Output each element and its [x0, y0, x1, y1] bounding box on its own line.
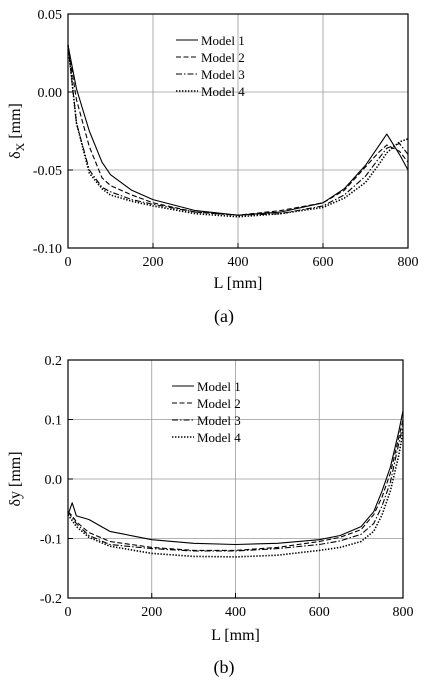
x-tick-label: 800	[398, 255, 419, 270]
series-line-model-2	[67, 419, 404, 551]
plot-frame	[67, 13, 409, 249]
series-line-model-3	[67, 45, 409, 216]
y-tick-label: -0.10	[33, 242, 62, 257]
series-line-model-3	[67, 425, 404, 552]
y-tick-label: -0.2	[40, 592, 62, 607]
y-tick-label: 0.00	[38, 86, 63, 101]
x-axis-label: L [mm]	[214, 275, 263, 292]
x-axis-label: L [mm]	[211, 627, 260, 644]
legend-label-model-3: Model 3	[197, 413, 241, 428]
legend-label-model-4: Model 4	[197, 430, 241, 445]
y-axis-label-symbol: δ	[7, 151, 24, 159]
y-axis-label-unit: [mm]	[7, 451, 24, 487]
y-axis-label: δX [mm]	[7, 103, 27, 159]
legend-label-model-1: Model 1	[197, 379, 241, 394]
chart-panel-b: 0 200 400 600 800 -0.2 -0.1 0.0 0.1 0.2 Model 1 Mod…	[7, 354, 414, 678]
x-tick-label: 600	[313, 255, 334, 270]
x-tick-label: 400	[225, 605, 246, 620]
legend-label-model-2: Model 2	[197, 396, 241, 411]
y-axis-label-subscript: X	[13, 142, 27, 151]
x-tick-label: 800	[393, 605, 414, 620]
y-tick-label: -0.05	[33, 164, 62, 179]
y-tick-label: 0.1	[45, 414, 63, 429]
x-tick-label: 400	[228, 255, 249, 270]
x-tick-label: 600	[309, 605, 330, 620]
x-tick-label: 200	[143, 255, 164, 270]
x-tick-label: 0	[65, 605, 72, 620]
legend-label-model-1: Model 1	[201, 33, 245, 48]
x-tick-label: 0	[65, 255, 72, 270]
plot-frame	[67, 359, 404, 599]
legend-label-model-4: Model 4	[201, 84, 245, 99]
y-axis-label: δy [mm]	[7, 451, 24, 506]
panel-label: (b)	[214, 657, 235, 678]
legend-label-model-2: Model 2	[201, 50, 245, 65]
y-axis-label-unit: [mm]	[7, 103, 24, 139]
series-line-model-1	[67, 410, 404, 546]
y-tick-label: 0.2	[45, 354, 63, 369]
y-axis-label-symbol: δy	[7, 491, 24, 507]
panel-label: (a)	[214, 306, 234, 327]
x-tick-label: 200	[141, 605, 162, 620]
y-tick-label: -0.1	[40, 533, 62, 548]
y-tick-label: 0.05	[38, 8, 63, 23]
y-tick-label: 0.0	[45, 473, 63, 488]
legend-label-model-3: Model 3	[201, 67, 245, 82]
series-line-model-4	[67, 431, 404, 558]
chart-panel-a: 0 200 400 600 800 -0.10 -0.05 0.00 0.05 Model 1 Mo…	[7, 8, 419, 327]
